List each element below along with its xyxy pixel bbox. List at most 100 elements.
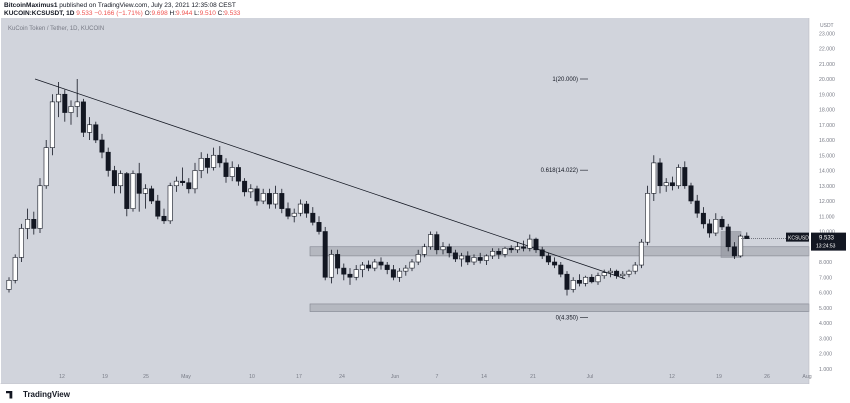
candle-body [607,270,613,273]
candle-body [242,180,248,193]
candle-body [12,257,18,281]
candle-body [669,182,675,187]
candle-body [663,182,669,187]
y-tick-label: 8.000 [819,260,832,266]
candle-body [124,173,130,209]
plot-background [1,18,809,384]
candle-body [700,212,706,225]
candle-body [583,276,589,284]
price-badge-countdown: 13:24:53 [816,244,836,250]
price-change: −0.166 (−1.71%) [94,10,143,17]
candle-body [601,272,607,277]
candle-body [248,188,254,193]
close-value: 9.533 [224,10,241,17]
candle-body [539,249,545,257]
fib-level-label: 1(20.000) [552,77,578,83]
candle-body [707,223,713,234]
candle-body [496,251,502,255]
candle-body [80,101,86,133]
descending-trendline[interactable] [34,78,626,280]
candle-body [31,219,37,229]
candle-body [118,173,124,187]
candle-body [682,167,688,187]
candle-body [142,188,148,194]
price-chart[interactable]: KuCoin Token / Tether, 1D, KUCOIN 1(20.0… [0,18,850,384]
candle-body [614,270,620,277]
candle-body [384,264,390,270]
price-badge-value: 9.533 [819,236,835,242]
candle-body [465,255,471,263]
x-tick-label: 26 [764,374,770,380]
candle-body [335,254,341,269]
x-tick-label: May [181,374,191,380]
y-tick-label: 3.000 [819,336,832,342]
candle-body [694,200,700,214]
candle-body [403,267,409,272]
highlight-box [720,231,742,258]
y-tick-label: 6.000 [819,291,832,297]
x-tick-label: 10 [249,374,255,380]
candle-body [192,170,198,190]
candle-body [409,261,415,269]
candle-body [149,188,155,202]
x-tick-label: Jun [391,374,399,380]
y-tick-label: 23.000 [819,31,835,37]
candle-body [514,246,520,251]
candle-body [186,182,192,190]
candle-body [49,101,55,148]
price-badge [811,232,846,251]
author-name[interactable]: BitcoinMaximus1 [4,2,58,9]
candle-body [366,264,372,269]
candle-body [428,234,434,248]
y-tick-label: 19.000 [819,92,835,98]
y-tick-label: 15.000 [819,153,835,159]
y-tick-label: 16.000 [819,138,835,144]
candle-body [527,238,533,249]
candle-body [136,173,142,194]
candle-body [446,246,452,254]
candle-body [211,154,217,168]
candle-body [254,188,260,202]
x-tick-label: Aug [802,374,811,380]
x-tick-label: Jul [587,374,594,380]
candle-body [229,167,235,177]
candle-body [744,235,750,239]
candle-body [421,246,427,255]
y-tick-label: 22.000 [819,47,835,53]
candle-body [595,275,601,283]
candle-body [93,124,99,141]
x-tick-label: 21 [530,374,536,380]
chart-title: KuCoin Token / Tether, 1D, KUCOIN [8,26,104,32]
last-price: 9.533 [76,10,93,17]
y-tick-label: 18.000 [819,108,835,114]
candle-body [180,180,186,184]
high-label: H: [169,10,177,17]
x-tick-label: 14 [481,374,487,380]
candle-body [378,261,384,266]
candle-body [713,219,719,234]
y-tick-label: 20.000 [819,77,835,83]
x-tick-label: 17 [296,374,302,380]
candle-body [645,193,651,243]
fib-level-label: 0(4.350) [556,316,578,322]
candle-body [638,241,644,266]
candle-body [6,279,12,290]
candle-body [452,252,458,260]
candle-body [198,158,204,171]
x-tick-label: 12 [669,374,675,380]
low-label: L: [194,10,200,17]
y-tick-label: 7.000 [819,275,832,281]
candle-body [43,147,49,187]
candle-body [626,270,632,275]
publication-header: BitcoinMaximus1 published on TradingView… [4,2,236,9]
x-tick-label: 24 [339,374,345,380]
candle-body [477,257,483,261]
candle-body [204,158,210,168]
candle-body [688,185,694,202]
candle-body [558,264,564,275]
x-tick-label: 7 [436,374,439,380]
symbol-header: KUCOIN:KCSUSDT, 1D 9.533 −0.166 (−1.71%)… [4,10,240,17]
candle-body [719,219,725,228]
candle-body [273,193,279,205]
x-tick-label: 12 [59,374,65,380]
